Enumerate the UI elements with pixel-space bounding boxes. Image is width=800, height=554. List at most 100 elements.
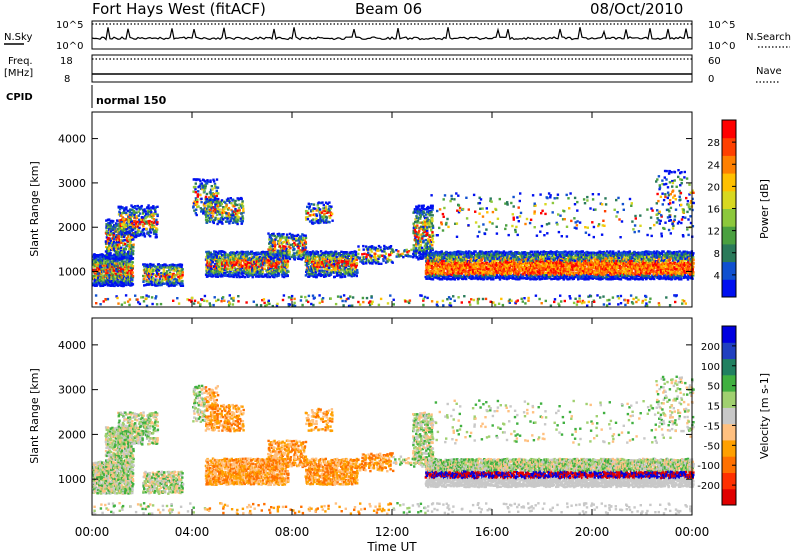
echo-cell: [437, 262, 440, 265]
echo-cell: [473, 269, 477, 273]
echo-cell: [488, 251, 491, 255]
echo-cell: [456, 259, 460, 262]
echo-cell: [94, 263, 98, 266]
echo-cell: [235, 271, 238, 274]
echo-cell: [340, 254, 343, 257]
echo-cell: [132, 232, 135, 235]
echo-cell: [128, 257, 132, 260]
echo-cell: [216, 222, 219, 226]
echo-cell: [268, 259, 271, 262]
echo-cell: [250, 260, 253, 264]
echo-cell: [162, 264, 165, 267]
echo-cell: [338, 252, 342, 255]
nsky-label: N.Sky: [4, 32, 32, 43]
echo-cell: [285, 254, 288, 257]
echo-cell: [270, 256, 273, 259]
echo-cell: [291, 233, 294, 237]
echo-cell: [260, 273, 263, 277]
echo-cell: [241, 217, 245, 220]
echo-cell: [206, 200, 209, 203]
echo-cell: [223, 256, 227, 259]
echo-cell: [286, 260, 290, 263]
echo-cell: [362, 244, 365, 248]
echo-cell: [488, 253, 491, 257]
echo-cell: [267, 266, 271, 270]
echo-cell: [296, 233, 300, 237]
echo-cell: [124, 277, 127, 280]
echo-cell: [268, 238, 271, 241]
echo-cell: [125, 213, 128, 216]
echo-cell: [416, 219, 420, 222]
echo-cell: [193, 202, 196, 205]
echo-cell: [99, 257, 102, 260]
echo-cell: [130, 233, 133, 236]
echo-cell: [161, 280, 164, 283]
echo-cell: [179, 274, 182, 277]
echo-cell: [273, 273, 277, 276]
echo-cell: [340, 255, 344, 258]
echo-cell: [231, 266, 234, 269]
echo-cell: [310, 203, 313, 206]
echo-cell: [232, 256, 236, 259]
echo-cell: [114, 245, 118, 249]
echo-cell: [426, 208, 429, 211]
echo-cell: [143, 284, 146, 287]
echo-cell: [221, 275, 224, 278]
echo-cell: [429, 235, 432, 239]
echo-cell: [418, 233, 422, 236]
echo-cell: [294, 256, 297, 259]
echo-cell: [106, 248, 109, 251]
echo-cell: [144, 264, 147, 267]
echo-cell: [165, 272, 168, 275]
echo-cell: [96, 264, 99, 268]
echo-cell: [429, 206, 433, 209]
echo-cell: [105, 226, 108, 230]
echo-cell: [304, 246, 308, 249]
echo-cell: [408, 255, 411, 258]
echo-cell: [326, 268, 329, 271]
echo-cell: [285, 247, 288, 251]
echo-cell: [504, 265, 507, 269]
echo-cell: [300, 241, 304, 244]
echo-cell: [145, 220, 148, 223]
echo-cell: [150, 211, 153, 214]
echo-cell: [253, 270, 256, 273]
echo-cell: [126, 266, 129, 269]
echo-cell: [471, 272, 474, 276]
echo-cell: [215, 256, 219, 259]
echo-cell: [115, 262, 118, 265]
echo-cell: [478, 253, 482, 256]
echo-cell: [115, 269, 118, 272]
echo-cell: [348, 263, 352, 267]
echo-cell: [205, 267, 208, 271]
echo-cell: [123, 228, 126, 231]
echo-cell: [125, 208, 128, 211]
echo-cell: [425, 266, 429, 269]
echo-cell: [304, 241, 307, 244]
echo-cell: [324, 206, 327, 210]
echo-cell: [506, 252, 509, 255]
echo-cell: [314, 270, 317, 274]
echo-cell: [330, 256, 333, 259]
echo-cell: [339, 265, 342, 268]
echo-cell: [236, 219, 239, 222]
echo-cell: [419, 247, 422, 251]
echo-cell: [365, 253, 369, 256]
echo-cell: [126, 243, 129, 247]
echo-cell: [383, 244, 386, 248]
echo-cell: [499, 268, 502, 271]
echo-cell: [210, 214, 213, 218]
echo-cell: [146, 283, 149, 286]
echo-cell: [122, 225, 125, 228]
echo-cell: [330, 261, 334, 264]
echo-cell: [145, 210, 148, 213]
echo-cell: [97, 261, 100, 264]
echo-cell: [283, 257, 286, 260]
cpid-label: CPID: [6, 92, 33, 103]
echo-cell: [152, 229, 156, 232]
echo-cell: [103, 262, 106, 265]
echo-cell: [429, 220, 433, 223]
echo-cell: [264, 264, 267, 267]
echo-cell: [318, 257, 321, 260]
echo-cell: [268, 242, 271, 245]
